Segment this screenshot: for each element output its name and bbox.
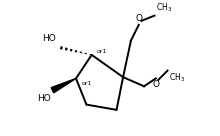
Text: CH$_3$: CH$_3$ bbox=[169, 72, 185, 84]
Text: O: O bbox=[135, 15, 142, 24]
Text: HO: HO bbox=[37, 94, 51, 103]
Polygon shape bbox=[51, 78, 76, 93]
Text: CH$_3$: CH$_3$ bbox=[156, 2, 172, 14]
Text: O: O bbox=[152, 80, 159, 89]
Text: or1: or1 bbox=[97, 49, 107, 54]
Text: or1: or1 bbox=[81, 81, 92, 86]
Text: HO: HO bbox=[43, 34, 56, 43]
